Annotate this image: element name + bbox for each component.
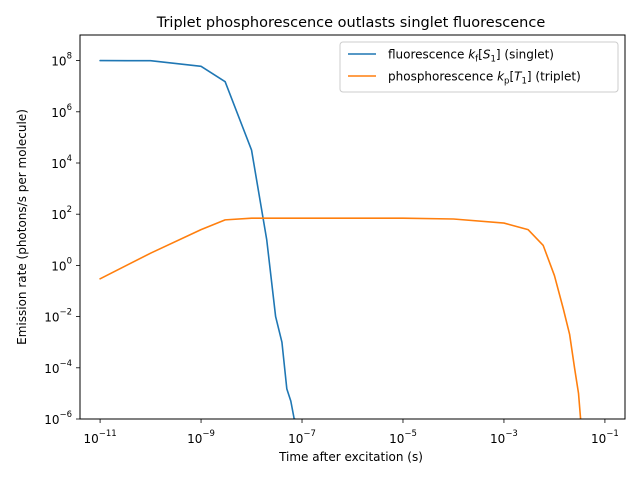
legend-text: fluorescence	[388, 48, 468, 62]
legend-text: (triplet)	[532, 70, 581, 84]
x-tick-label: 10−5	[389, 429, 417, 446]
y-tick-label: 10−6	[44, 410, 72, 427]
legend-symbol: S	[483, 48, 491, 62]
x-tick-label: 10−1	[591, 429, 619, 446]
y-tick-base: 10	[51, 259, 66, 273]
x-tick-exponent: −11	[99, 429, 117, 439]
y-tick-label: 108	[51, 52, 72, 69]
y-tick-label: 100	[51, 256, 72, 273]
legend-symbol: k	[468, 48, 476, 62]
legend-subscript: 1	[521, 77, 526, 87]
x-tick-label: 10−7	[288, 429, 316, 446]
y-tick-exponent: −4	[59, 359, 72, 369]
legend-subscript: p	[504, 77, 509, 87]
x-tick-base: 10	[591, 432, 606, 446]
x-tick-base: 10	[490, 432, 505, 446]
y-tick-exponent: 6	[67, 103, 72, 113]
y-tick-exponent: −2	[59, 308, 72, 318]
x-axis-label: Time after excitation (s)	[278, 450, 423, 464]
legend-symbol: T	[514, 70, 523, 84]
legend-bracket: ]	[527, 70, 532, 84]
x-tick-label: 10−11	[83, 429, 116, 446]
x-tick-exponent: −9	[202, 429, 215, 439]
y-tick-exponent: 4	[67, 154, 72, 164]
y-tick-base: 10	[51, 106, 66, 120]
legend-label-phosphorescence: phosphorescence kp[T1] (triplet)	[388, 70, 581, 87]
y-tick-base: 10	[44, 413, 59, 427]
y-tick-base: 10	[51, 157, 66, 171]
legend-label-fluorescence: fluorescence kf[S1] (singlet)	[388, 48, 554, 65]
x-tick-exponent: −5	[404, 429, 417, 439]
y-tick-label: 106	[51, 103, 72, 120]
legend-bracket: ]	[496, 48, 501, 62]
y-tick-exponent: 2	[67, 205, 72, 215]
x-tick-base: 10	[389, 432, 404, 446]
series-line-fluorescence	[99, 59, 296, 419]
y-tick-base: 10	[51, 208, 66, 222]
legend-box	[339, 41, 619, 93]
legend-bracket: [	[509, 70, 514, 84]
y-tick-exponent: 0	[67, 256, 72, 266]
y-tick-label: 10−2	[44, 308, 72, 325]
x-tick-base: 10	[187, 432, 202, 446]
legend-bracket: [	[478, 48, 483, 62]
chart-title: Triplet phosphorescence outlasts singlet…	[156, 15, 546, 31]
x-tick-exponent: −3	[505, 429, 518, 439]
y-axis-label: Emission rate (photons/s per molecule)	[15, 109, 29, 345]
x-tick-exponent: −1	[606, 429, 619, 439]
legend-text: (singlet)	[501, 48, 554, 62]
y-tick-base: 10	[51, 55, 66, 69]
x-tick-base: 10	[288, 432, 303, 446]
y-tick-label: 10−4	[44, 359, 72, 376]
x-tick-exponent: −7	[303, 429, 316, 439]
x-tick-label: 10−3	[490, 429, 518, 446]
legend-subscript: 1	[490, 55, 495, 65]
series-line-phosphorescence	[99, 217, 582, 419]
y-tick-label: 104	[51, 154, 72, 171]
plot-frame	[79, 34, 626, 420]
legend: fluorescence kf[S1] (singlet)phosphoresc…	[339, 41, 619, 93]
y-tick-exponent: 8	[67, 52, 72, 62]
legend-text: phosphorescence	[388, 70, 497, 84]
series-layer	[99, 59, 582, 419]
legend-symbol: k	[497, 70, 505, 84]
x-axis-ticks: 10−11 10−9 10−7 10−5 10−3 10−1	[83, 419, 619, 446]
y-tick-exponent: −6	[59, 410, 72, 420]
legend-subscript: f	[475, 55, 479, 65]
y-tick-base: 10	[44, 362, 59, 376]
y-tick-base: 10	[44, 311, 59, 325]
y-tick-label: 102	[51, 205, 72, 222]
x-tick-base: 10	[83, 432, 98, 446]
x-tick-label: 10−9	[187, 429, 215, 446]
